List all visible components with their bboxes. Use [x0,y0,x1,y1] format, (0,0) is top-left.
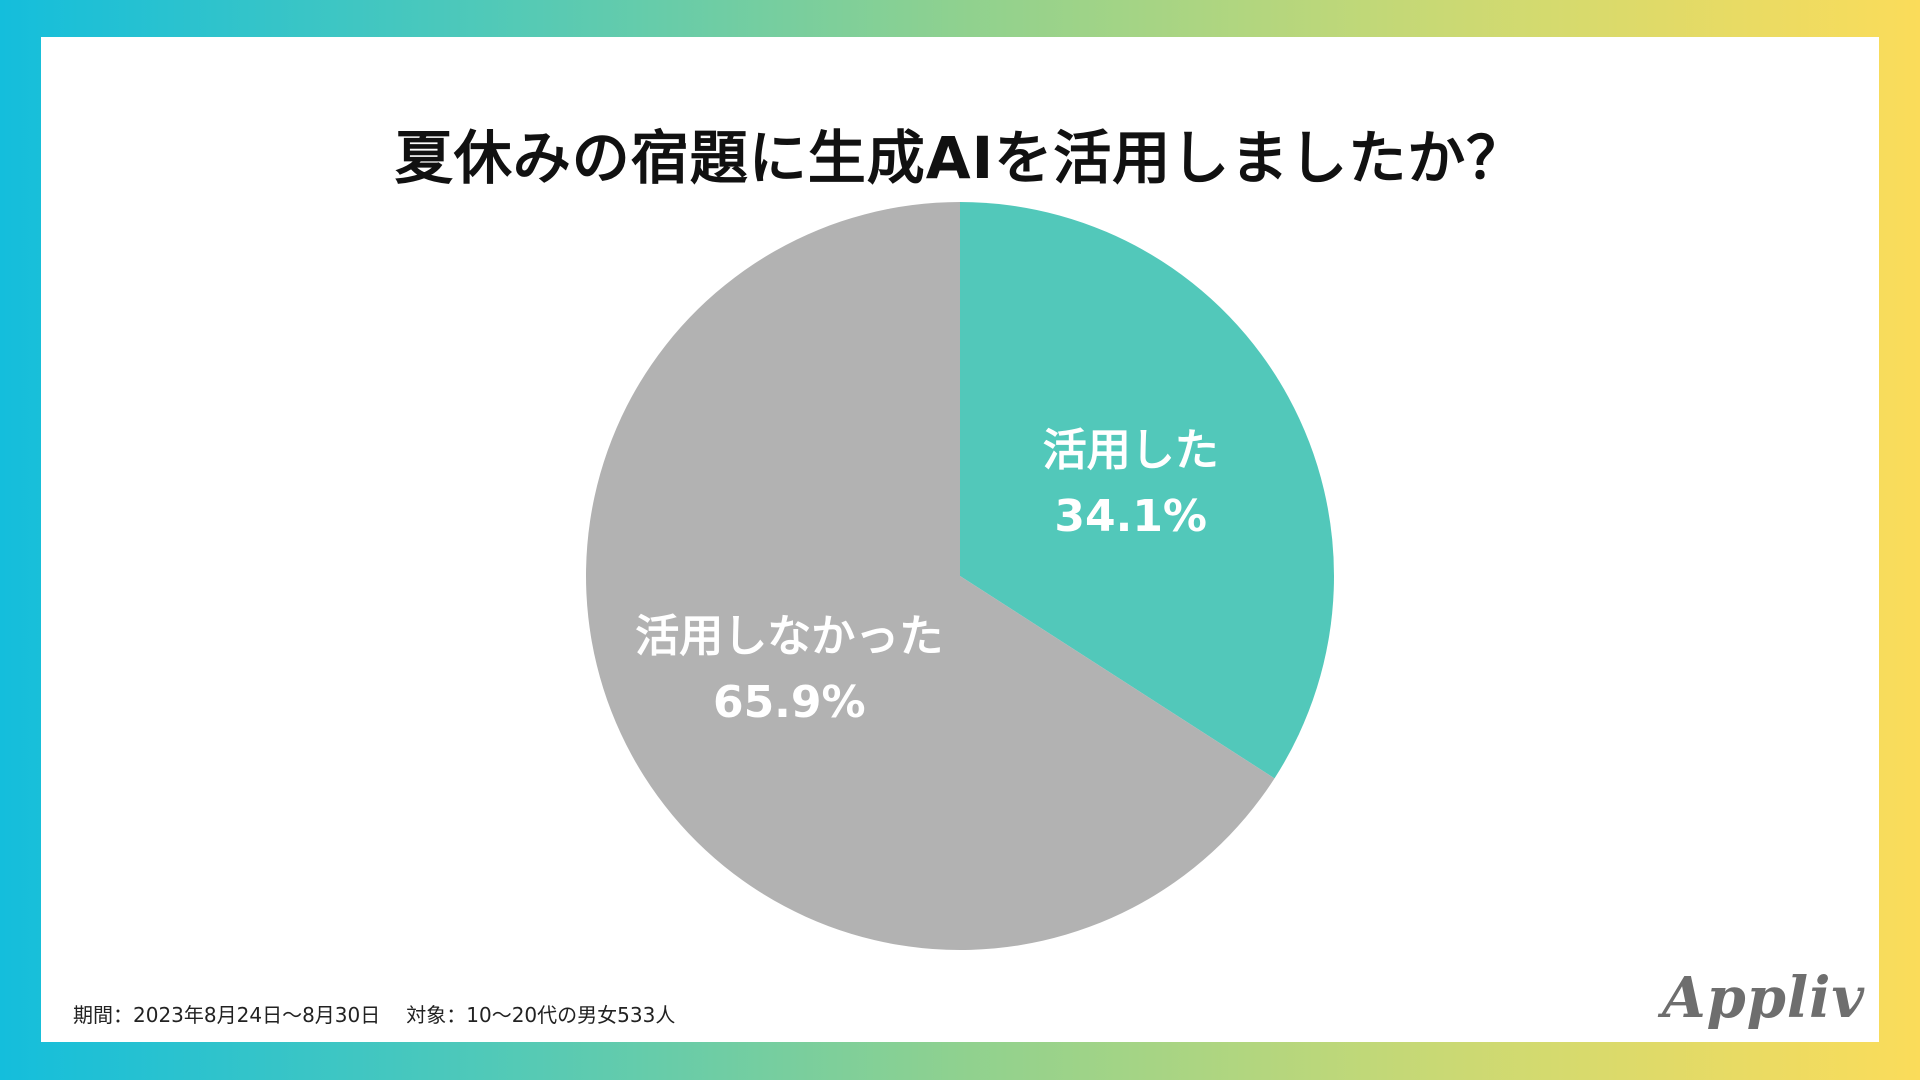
chart-title: 夏休みの宿題に生成AIを活用しましたか？ [394,124,1526,192]
pie-slice-0 [960,202,1334,779]
pie-slice-label-0: 活用した [1043,425,1219,476]
pie-slice-label-1: 活用しなかった [635,611,943,662]
pie-slice-value-1: 65.9% [713,677,866,728]
pie-slice-value-0: 34.1% [1054,491,1207,542]
pie-chart: 活用した 34.1% 活用しなかった 65.9% [586,202,1334,951]
chart-card: 夏休みの宿題に生成AIを活用しましたか？ 活用した 34.1% 活用しなかった 65.… [41,37,1879,1042]
survey-period: 期間：2023年8月24日～8月30日 [73,1003,381,1027]
appliv-logo: Appliv [1662,965,1865,1031]
survey-footnote: 期間：2023年8月24日～8月30日 対象：10～20代の男女533人 [73,999,675,1028]
survey-subjects: 対象：10～20代の男女533人 [406,1003,676,1027]
pie-slice-1 [586,202,1275,951]
